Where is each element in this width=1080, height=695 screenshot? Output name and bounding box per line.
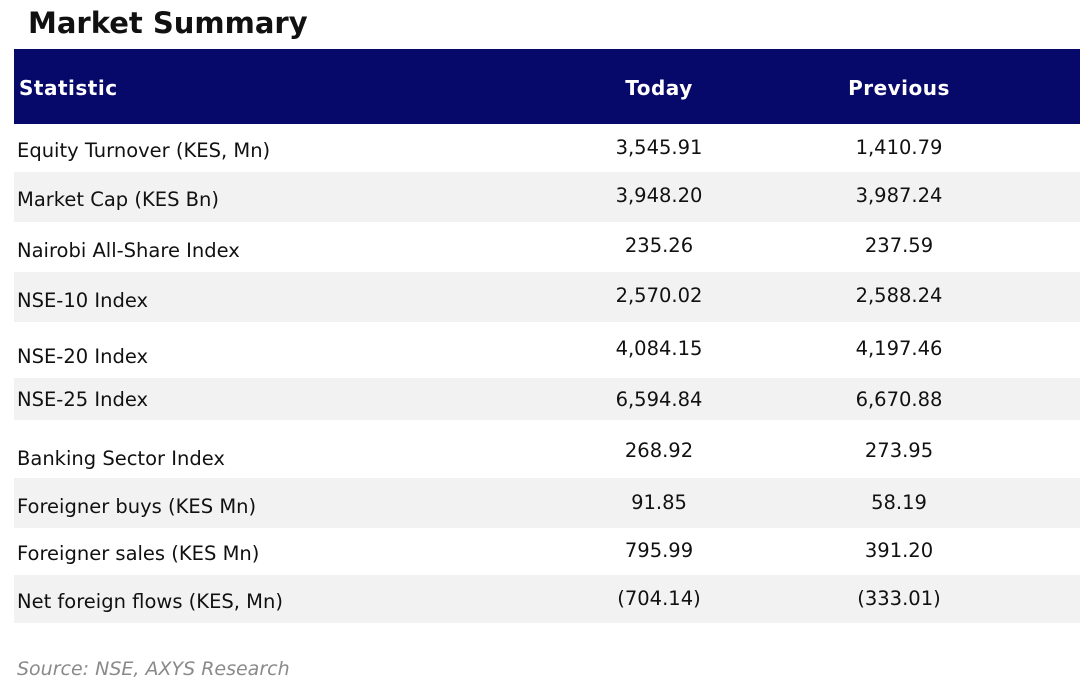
cell-statistic: Nairobi All-Share Index bbox=[17, 239, 240, 262]
market-summary-table: Statistic Today Previous Equity Turnover… bbox=[14, 49, 1080, 623]
cell-statistic: NSE-20 Index bbox=[17, 345, 149, 368]
table-row: Foreigner sales (KES Mn) 795.99 391.20 bbox=[14, 528, 1080, 575]
table-row: Net foreign flows (KES, Mn) (704.14) (33… bbox=[14, 575, 1080, 623]
cell-today: 91.85 bbox=[631, 491, 687, 514]
cell-today: 6,594.84 bbox=[615, 388, 703, 411]
cell-previous: 2,588.24 bbox=[855, 284, 943, 307]
cell-statistic: Net foreign flows (KES, Mn) bbox=[17, 590, 283, 613]
page-title: Market Summary bbox=[28, 6, 308, 40]
table-row: Foreigner buys (KES Mn) 91.85 58.19 bbox=[14, 478, 1080, 528]
cell-today: 795.99 bbox=[624, 539, 694, 562]
cell-previous: 391.20 bbox=[864, 539, 934, 562]
cell-today: (704.14) bbox=[617, 587, 701, 610]
cell-today: 235.26 bbox=[624, 234, 694, 257]
source-note: Source: NSE, AXYS Research bbox=[17, 658, 290, 680]
cell-today: 3,545.91 bbox=[615, 136, 703, 159]
cell-previous: 1,410.79 bbox=[855, 136, 943, 159]
table-row: NSE-10 Index 2,570.02 2,588.24 bbox=[14, 272, 1080, 322]
cell-today: 3,948.20 bbox=[615, 184, 703, 207]
cell-statistic: Equity Turnover (KES, Mn) bbox=[17, 139, 271, 162]
table-row: NSE-20 Index 4,084.15 4,197.46 bbox=[14, 322, 1080, 378]
column-header-previous: Previous bbox=[848, 76, 950, 100]
cell-today: 2,570.02 bbox=[615, 284, 703, 307]
table-row: Market Cap (KES Bn) 3,948.20 3,987.24 bbox=[14, 172, 1080, 222]
table-row: NSE-25 Index 6,594.84 6,670.88 bbox=[14, 378, 1080, 420]
cell-previous: 273.95 bbox=[864, 439, 934, 462]
cell-statistic: Foreigner buys (KES Mn) bbox=[17, 495, 257, 518]
cell-previous: 6,670.88 bbox=[855, 388, 943, 411]
cell-statistic: Market Cap (KES Bn) bbox=[17, 188, 220, 211]
cell-today: 4,084.15 bbox=[615, 337, 703, 360]
cell-previous: 4,197.46 bbox=[855, 337, 943, 360]
cell-previous: 58.19 bbox=[871, 491, 927, 514]
cell-previous: 3,987.24 bbox=[855, 184, 943, 207]
cell-previous: (333.01) bbox=[857, 587, 941, 610]
cell-previous: 237.59 bbox=[864, 234, 934, 257]
column-header-statistic: Statistic bbox=[19, 76, 118, 100]
table-row: Equity Turnover (KES, Mn) 3,545.91 1,410… bbox=[14, 124, 1080, 172]
cell-statistic: Banking Sector Index bbox=[17, 447, 225, 470]
table-row: Banking Sector Index 268.92 273.95 bbox=[14, 420, 1080, 478]
cell-statistic: NSE-10 Index bbox=[17, 289, 149, 312]
table-row: Nairobi All-Share Index 235.26 237.59 bbox=[14, 222, 1080, 272]
cell-today: 268.92 bbox=[624, 439, 694, 462]
cell-statistic: NSE-25 Index bbox=[17, 388, 149, 411]
cell-statistic: Foreigner sales (KES Mn) bbox=[17, 542, 260, 565]
column-header-today: Today bbox=[625, 76, 693, 100]
table-header: Statistic Today Previous bbox=[14, 49, 1080, 124]
